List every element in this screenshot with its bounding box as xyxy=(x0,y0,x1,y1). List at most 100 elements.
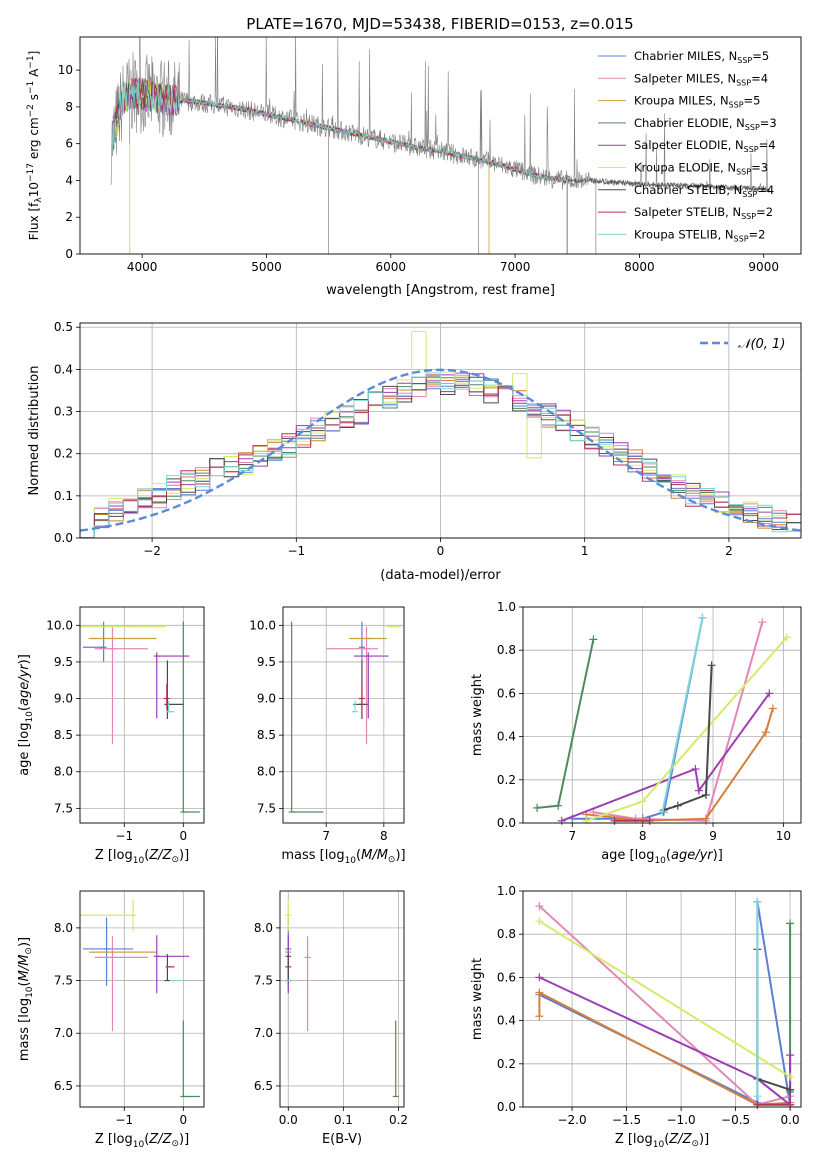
data-point xyxy=(535,917,544,926)
legend-sub: SSP xyxy=(744,145,759,154)
x-tick-label: 10 xyxy=(776,829,791,843)
data-point xyxy=(753,1100,762,1109)
data-point xyxy=(658,808,667,817)
y-tick-label: 0.4 xyxy=(54,362,73,376)
legend-label: Salpeter MILES, NSSP=4 xyxy=(634,71,768,87)
label-part: ] xyxy=(27,51,41,56)
series-line xyxy=(593,621,764,822)
label-part: A xyxy=(27,68,41,81)
x-axis-label: age [log10(age/yr)] xyxy=(601,848,723,866)
label-part: ( xyxy=(666,848,671,863)
label-part: erg cm xyxy=(27,117,41,163)
x-axis-label: Z [log10(Z/Z⊙)] xyxy=(95,848,189,866)
legend-sub: SSP xyxy=(742,190,757,199)
y-tick-label: 0.3 xyxy=(54,405,73,419)
y-tick-label: 6.5 xyxy=(254,1079,273,1093)
legend-sub: SSP xyxy=(729,101,744,110)
data-point xyxy=(758,618,767,627)
x-axis-label: (data-model)/error xyxy=(380,568,501,583)
label-part: s xyxy=(27,94,41,104)
y-tick-label: 9.5 xyxy=(54,655,73,669)
x-tick-label: 0 xyxy=(180,1113,188,1127)
x-tick-label: 0.0 xyxy=(781,1113,800,1127)
y-tick-label: 0.0 xyxy=(497,816,516,830)
data-point xyxy=(645,816,654,825)
histogram-series xyxy=(80,372,801,538)
y-tick-label: 7.5 xyxy=(257,801,276,815)
x-tick-label: −1.5 xyxy=(612,1113,641,1127)
y-tick-label: 6 xyxy=(65,137,73,151)
label-part: ( xyxy=(664,1132,669,1147)
legend-n: =3 xyxy=(751,161,768,175)
label-part: ( xyxy=(356,848,361,863)
label-part: −17 xyxy=(26,163,36,182)
data-point xyxy=(753,897,762,906)
legend-name: Kroupa ELODIE, N xyxy=(634,161,736,175)
axes-age-vs-mass: 7 8 7.5 8.0 8.5 9.0 9.5 10.0 mass [log10(M/M⊙)] xyxy=(249,606,406,866)
label-part: Z/Z xyxy=(148,848,172,863)
legend-n: =4 xyxy=(757,183,774,197)
axes-mass-vs-EBV: 0.0 0.1 0.2 6.5 7.0 7.5 8.0 E(B-V) xyxy=(254,890,408,1147)
x-tick-label: 0.2 xyxy=(389,1113,408,1127)
label-part: Z/Z xyxy=(668,1132,692,1147)
legend-n: =3 xyxy=(760,116,777,130)
spectrum-model-line xyxy=(111,77,568,254)
y-tick-label: 9.0 xyxy=(54,692,73,706)
label-part: age [log xyxy=(17,723,32,776)
data-point xyxy=(707,661,716,670)
label-part: )] xyxy=(699,1132,709,1147)
label-part: mass [log xyxy=(17,998,32,1061)
data-point xyxy=(535,1012,544,1021)
x-tick-label: 7000 xyxy=(500,260,531,274)
legend-name: Salpeter STELIB, N xyxy=(634,205,741,219)
legend-n: =2 xyxy=(749,227,766,241)
y-tick-label: 8.0 xyxy=(257,765,276,779)
y-tick-label: 0 xyxy=(65,247,73,261)
x-tick-label: 8 xyxy=(639,829,647,843)
series-line xyxy=(536,639,595,809)
label-part: 10 xyxy=(25,986,35,998)
x-tick-label: 0.0 xyxy=(279,1113,298,1127)
y-tick-label: 9.5 xyxy=(257,655,276,669)
legend-label: 𝒩(0, 1) xyxy=(738,337,785,352)
data-point xyxy=(782,633,791,642)
x-tick-label: −0.5 xyxy=(721,1113,750,1127)
data-point xyxy=(786,1085,795,1094)
x-tick-label: 1 xyxy=(581,544,589,558)
legend-name: Chabrier ELODIE, N xyxy=(634,116,745,130)
label-part: 10 xyxy=(133,1140,145,1150)
label-part: Z [log xyxy=(95,1132,133,1147)
series-line xyxy=(538,976,792,1107)
label-part: Flux [f xyxy=(27,202,41,240)
figure-title: PLATE=1670, MJD=53438, FIBERID=0153, z=0… xyxy=(246,15,633,33)
data-point xyxy=(533,803,542,812)
legend-label: Chabrier MILES, NSSP=5 xyxy=(634,49,769,65)
series-line xyxy=(561,692,771,822)
legend-label: Salpeter STELIB, NSSP=2 xyxy=(634,205,773,221)
series-line xyxy=(663,665,713,811)
axes-mass-weight-vs-Z: −2.0 −1.5 −1.0 −0.5 0.0 0.0 0.2 0.4 0.6 0.8 1.0 Z [… xyxy=(470,884,802,1150)
legend-label: Kroupa MILES, NSSP=5 xyxy=(634,94,760,110)
y-tick-label: 8.0 xyxy=(54,765,73,779)
label-part: 10 xyxy=(133,856,145,866)
legend-label: Kroupa STELIB, NSSP=2 xyxy=(634,227,765,243)
legend-sub: SSP xyxy=(736,168,751,177)
y-tick-label: 0.5 xyxy=(54,320,73,334)
label-part: ⊙ xyxy=(24,947,34,955)
label-part: 10 xyxy=(25,711,35,723)
data-point xyxy=(768,704,777,713)
label-part: )] xyxy=(17,937,32,947)
label-part: M/M xyxy=(17,955,32,982)
y-tick-label: 7.0 xyxy=(54,1026,73,1040)
y-tick-label: 7.5 xyxy=(54,801,73,815)
label-part: )] xyxy=(179,1132,189,1147)
y-axis-label: Flux [fλ10−17 erg cm−2 s−1 A−1] xyxy=(26,51,44,241)
y-tick-label: 8 xyxy=(65,100,73,114)
legend-label: Salpeter ELODIE, NSSP=4 xyxy=(634,138,776,154)
data-point xyxy=(691,765,700,773)
spectrum-model-line xyxy=(111,78,568,254)
data-point xyxy=(786,1100,795,1109)
axes-age-vs-Z: −1 07.58.08.59.09.510.0Z [log10(Z/Z⊙)]age… xyxy=(17,606,205,866)
legend-sub: SSP xyxy=(736,78,751,87)
